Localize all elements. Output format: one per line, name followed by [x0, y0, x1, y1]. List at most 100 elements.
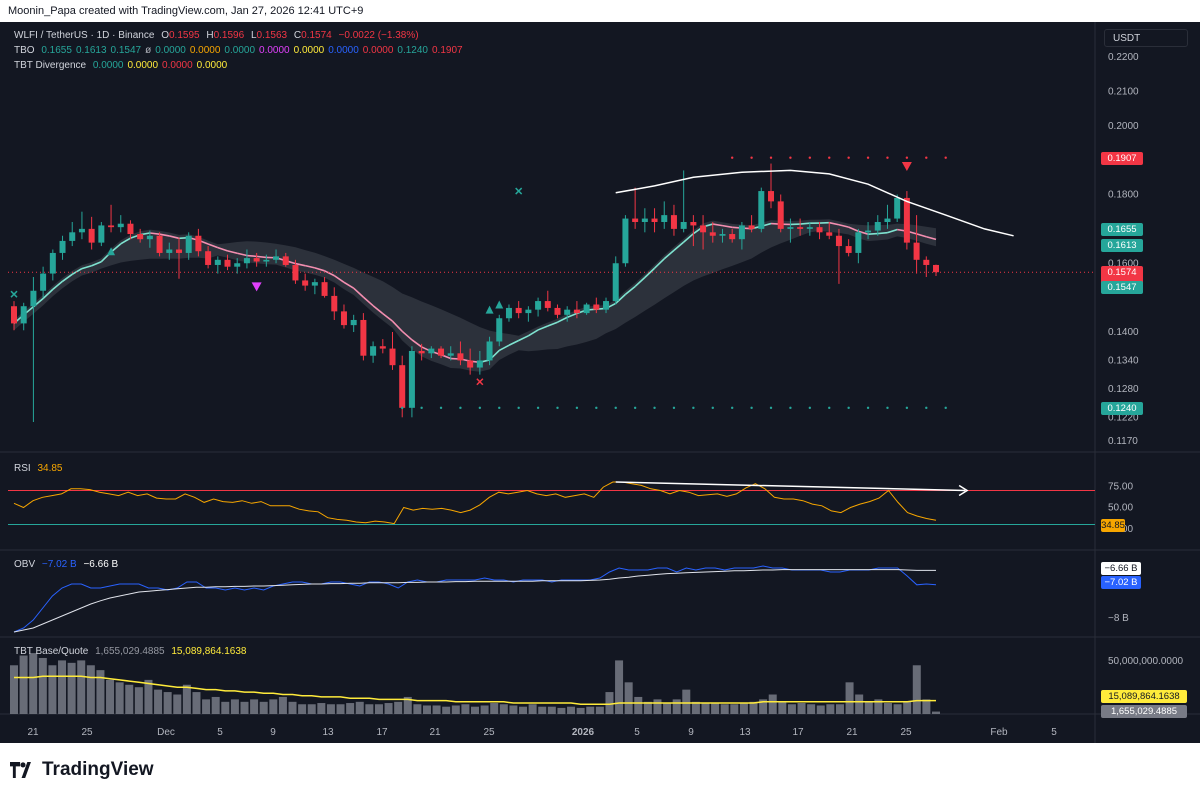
ohlc-close: 0.1574	[301, 30, 332, 41]
candle-body	[525, 309, 532, 314]
candle-body	[903, 197, 910, 243]
volume-bar	[298, 704, 307, 714]
candle-body	[583, 304, 590, 314]
price-axis-label: 0.1655	[1101, 223, 1143, 236]
price-axis-label: 0.1240	[1101, 401, 1143, 415]
tbo-value: 0.1613	[75, 45, 107, 56]
divergence-value: 0.0000	[92, 60, 124, 71]
tbo-ma-line	[52, 280, 64, 290]
volume-bar	[192, 692, 201, 714]
tradingview-logo[interactable]: TradingView	[10, 759, 154, 781]
candle-body	[816, 227, 823, 233]
candle-body	[20, 306, 27, 324]
volume-bar	[250, 699, 259, 714]
tbo-value: 0.0000	[259, 45, 290, 56]
volume-average-line	[14, 675, 936, 706]
chart-canvas[interactable]: 0.22000.21000.20000.19000.18000.17000.16…	[0, 22, 1200, 743]
tbo-ma-line	[926, 236, 937, 241]
candle-body	[486, 341, 493, 361]
candle-body	[913, 242, 920, 260]
tbo-ma-line	[169, 235, 180, 240]
support-dot	[595, 406, 598, 410]
candle-body	[670, 215, 677, 229]
tbo-ma-line	[557, 316, 568, 323]
volume-bar	[317, 703, 326, 714]
sell-triangle-icon	[251, 282, 262, 292]
time-axis-label: 21	[27, 727, 39, 738]
tbo-ma-line	[217, 246, 228, 252]
candle-body	[185, 235, 192, 253]
volume-bar	[605, 692, 614, 714]
volume-bar	[576, 707, 585, 714]
support-dot	[478, 406, 482, 410]
tbo-ma-line	[653, 258, 665, 269]
obv-value-label-b: −7.02 B	[1101, 576, 1141, 589]
time-axis-label: 9	[270, 727, 276, 738]
rsi-tick-label: 75.00	[1108, 481, 1133, 492]
candle-body	[603, 301, 610, 310]
price-tick-label: 0.1340	[1108, 355, 1139, 366]
tbo-ma-line	[304, 264, 316, 269]
candle-body	[544, 301, 551, 308]
rsi-tick-label: 50.00	[1108, 503, 1133, 514]
candle-body	[564, 309, 571, 315]
support-dot	[925, 406, 928, 410]
tbo-ma-line	[838, 223, 849, 228]
candle-body	[127, 223, 134, 235]
tbo-value: 0.0000	[155, 45, 186, 56]
candle-body	[11, 306, 17, 324]
tbo-ma-line	[537, 325, 549, 331]
support-dot	[828, 406, 831, 410]
tbo-ma-line	[848, 226, 859, 233]
candle-body	[661, 215, 668, 222]
candle-body	[845, 246, 852, 253]
tbo-ma-line	[887, 228, 898, 234]
candle-body	[108, 225, 115, 228]
tbo-ma-line	[634, 276, 646, 288]
volume-bar	[807, 704, 816, 714]
candle-body	[457, 353, 464, 361]
volume-bar	[547, 706, 556, 714]
candle-body	[69, 232, 76, 241]
volume-bar	[567, 706, 576, 714]
time-axis-label: 5	[217, 727, 223, 738]
tbo-ma-line	[120, 237, 131, 245]
volume-bar	[835, 704, 844, 714]
resistance-dot	[750, 156, 753, 159]
watermark-bar: Moonin_Papa created with TradingView.com…	[0, 0, 1200, 22]
price-tick-label: 0.2000	[1108, 121, 1139, 132]
price-axis-label-text: 0.1613	[1107, 240, 1137, 251]
candle-body	[515, 307, 522, 314]
price-axis-label-text: 0.1907	[1107, 152, 1137, 164]
tbo-ma-line	[868, 232, 878, 236]
rsi-line	[13, 481, 937, 525]
volume-bar	[125, 684, 134, 714]
support-dot	[808, 406, 812, 410]
candle-body	[98, 225, 105, 243]
time-axis-label: 13	[739, 727, 751, 738]
tbo-ma-line	[81, 264, 92, 270]
tbo-ma-line	[391, 320, 403, 332]
volume-bar	[711, 703, 720, 714]
quote-currency-button[interactable]: USDT	[1104, 29, 1188, 47]
volume-bar	[163, 692, 172, 714]
tbo-ma-line	[644, 267, 656, 279]
tbo-ma-line	[624, 285, 636, 295]
resistance-dot	[847, 156, 850, 159]
divergence-value: 0.0000	[162, 60, 193, 71]
candle-body	[467, 360, 474, 368]
volume-bar	[461, 704, 470, 714]
volume-bar	[490, 703, 499, 714]
candle-body	[214, 259, 221, 265]
price-tick-label: 0.1280	[1108, 384, 1139, 395]
volume-bar	[499, 704, 508, 714]
candle-body	[117, 223, 124, 228]
volume-bar	[230, 699, 239, 714]
volume-bar	[422, 705, 431, 714]
candle-body	[253, 258, 260, 262]
obv-average-line	[13, 569, 936, 633]
resistance-dot	[925, 156, 928, 159]
tbo-ma-line	[498, 344, 510, 352]
tbo-ma-line	[207, 243, 219, 249]
created-by-text: Moonin_Papa created with TradingView.com…	[8, 5, 364, 17]
